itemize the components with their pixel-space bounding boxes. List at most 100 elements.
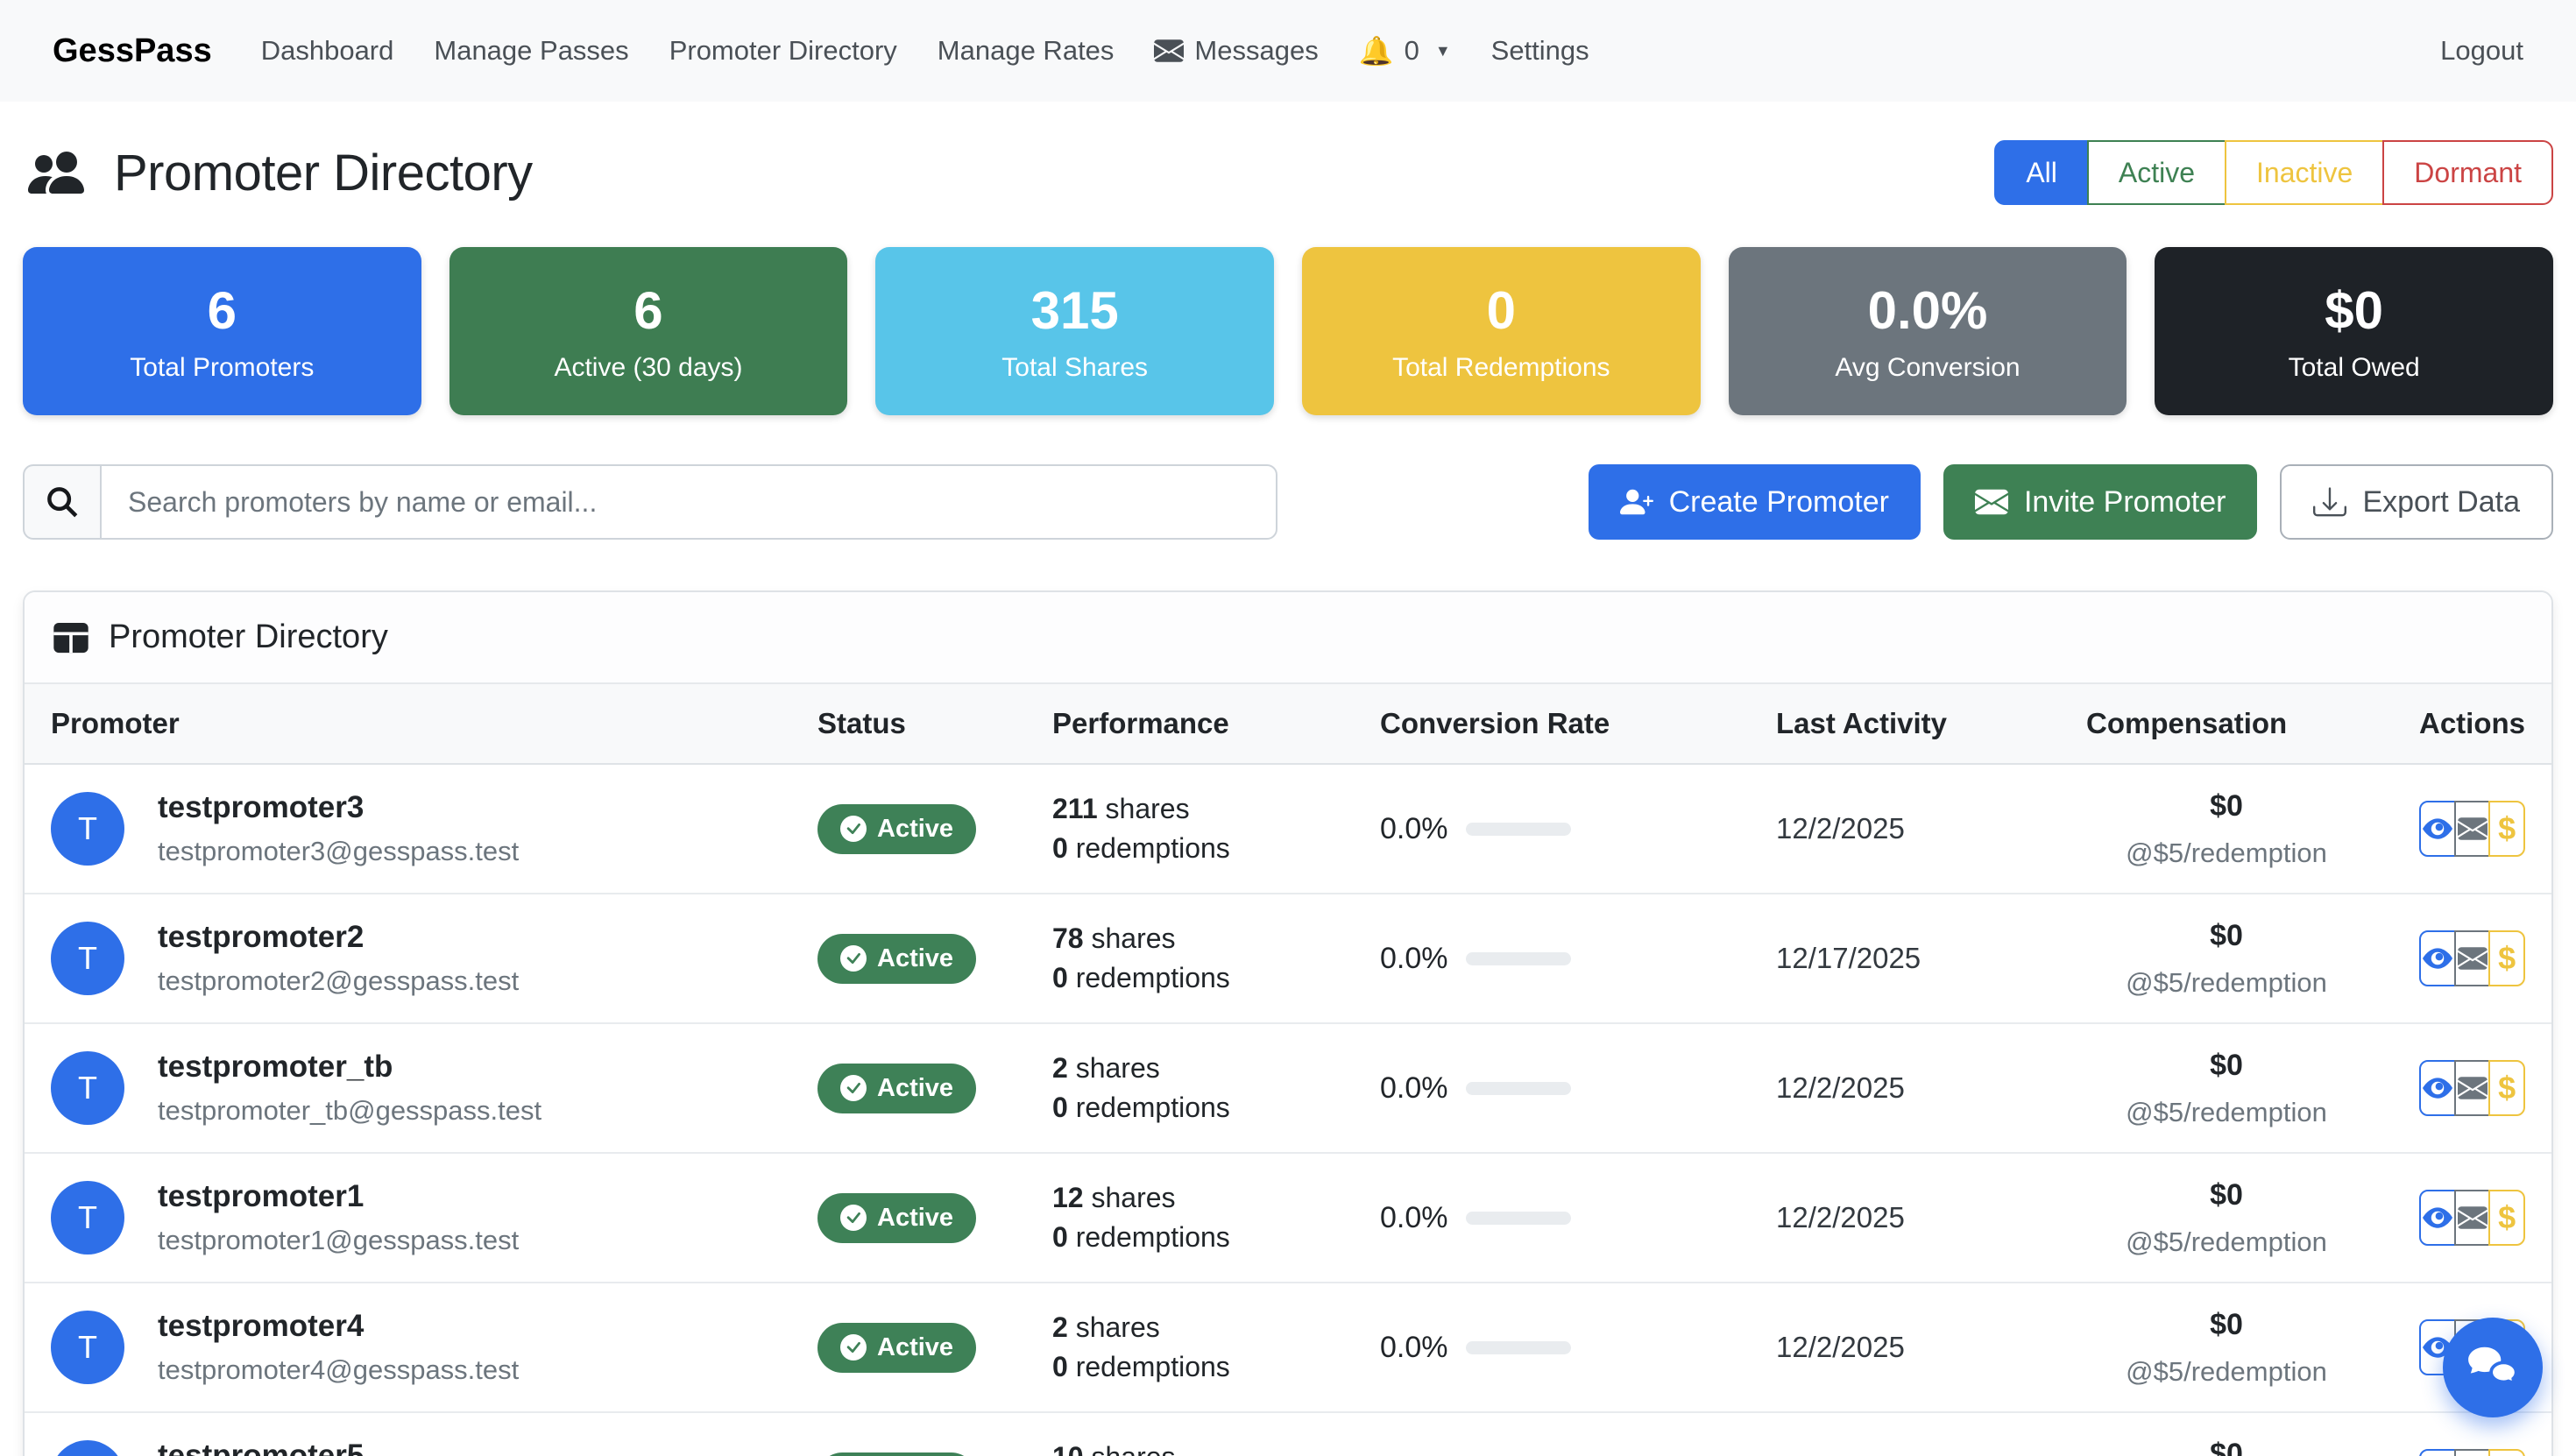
eye-icon	[2423, 1073, 2452, 1103]
filter-all-button[interactable]: All	[1994, 140, 2089, 205]
column-header-last-activity: Last Activity	[1750, 684, 2060, 764]
stat-card-active-30-days: 6 Active (30 days)	[449, 247, 848, 415]
column-header-conversion-rate: Conversion Rate	[1354, 684, 1750, 764]
promoter-name: testpromoter1	[158, 1179, 519, 1214]
download-icon	[2313, 485, 2346, 519]
check-circle-icon	[840, 945, 867, 972]
avatar: T	[51, 792, 124, 866]
check-circle-icon	[840, 816, 867, 842]
logout-link[interactable]: Logout	[2440, 35, 2523, 67]
conversion-rate: 0.0%	[1380, 1331, 1723, 1365]
pay-promoter-button[interactable]: $	[2488, 930, 2525, 986]
view-promoter-button[interactable]	[2419, 1060, 2456, 1116]
invite-promoter-button[interactable]: Invite Promoter	[1943, 464, 2258, 540]
compensation-rate: @$5/redemption	[2086, 1226, 2367, 1258]
table-row: T testpromoter1 testpromoter1@gesspass.t…	[25, 1153, 2551, 1283]
amount-owed: $0	[2086, 1308, 2367, 1342]
message-promoter-button[interactable]	[2454, 1190, 2491, 1246]
table-icon	[53, 619, 89, 656]
pay-promoter-button[interactable]: $	[2488, 1190, 2525, 1246]
nav-item-manage-rates[interactable]: Manage Rates	[938, 35, 1115, 67]
status-badge: Active	[817, 1323, 976, 1373]
shares-count: 12 shares	[1052, 1182, 1327, 1214]
filter-dormant-button[interactable]: Dormant	[2382, 140, 2553, 205]
notification-count: 0	[1405, 35, 1419, 67]
dollar-icon: $	[2498, 1199, 2516, 1236]
chat-bubbles-icon	[2466, 1344, 2520, 1391]
message-promoter-button[interactable]	[2454, 1060, 2491, 1116]
message-promoter-button[interactable]	[2454, 801, 2491, 857]
bell-icon: 🔔	[1359, 34, 1394, 67]
pay-promoter-button[interactable]: $	[2488, 1449, 2525, 1456]
conversion-progress-bar	[1466, 1341, 1571, 1354]
envelope-icon	[2458, 814, 2488, 844]
conversion-rate: 0.0%	[1380, 812, 1723, 846]
message-promoter-button[interactable]	[2454, 1449, 2491, 1456]
amount-owed: $0	[2086, 1178, 2367, 1212]
promoter-name: testpromoter3	[158, 790, 519, 825]
message-promoter-button[interactable]	[2454, 930, 2491, 986]
toolbar: Create Promoter Invite Promoter Export D…	[23, 464, 2553, 540]
avatar: T	[51, 1311, 124, 1384]
avatar: T	[51, 1051, 124, 1125]
conversion-progress-bar	[1466, 952, 1571, 965]
dollar-icon: $	[2498, 810, 2516, 847]
notifications-dropdown[interactable]: 🔔 0 ▼	[1359, 34, 1451, 67]
stat-card-total-shares: 315 Total Shares	[875, 247, 1274, 415]
nav-item-dashboard[interactable]: Dashboard	[261, 35, 394, 67]
view-promoter-button[interactable]	[2419, 801, 2456, 857]
status-badge: Active	[817, 804, 976, 854]
envelope-icon	[2458, 944, 2488, 973]
nav-item-settings[interactable]: Settings	[1491, 35, 1589, 67]
last-activity-date: 12/17/2025	[1776, 942, 1921, 974]
create-promoter-button[interactable]: Create Promoter	[1589, 464, 1921, 540]
pay-promoter-button[interactable]: $	[2488, 801, 2525, 857]
person-plus-icon	[1620, 485, 1653, 519]
nav-item-promoter-directory[interactable]: Promoter Directory	[669, 35, 897, 67]
check-circle-icon	[840, 1334, 867, 1361]
promoter-name: testpromoter_tb	[158, 1050, 541, 1085]
check-circle-icon	[840, 1205, 867, 1231]
view-promoter-button[interactable]	[2419, 930, 2456, 986]
view-promoter-button[interactable]	[2419, 1449, 2456, 1456]
redemptions-count: 0 redemptions	[1052, 1221, 1327, 1254]
nav-item-messages[interactable]: Messages	[1154, 35, 1318, 67]
column-header-compensation: Compensation	[2060, 684, 2393, 764]
view-promoter-button[interactable]	[2419, 1190, 2456, 1246]
table-row: T testpromoter3 testpromoter3@gesspass.t…	[25, 764, 2551, 894]
promoter-name: testpromoter4	[158, 1309, 519, 1344]
stat-card-total-redemptions: 0 Total Redemptions	[1302, 247, 1701, 415]
conversion-rate: 0.0%	[1380, 1201, 1723, 1235]
brand-logo[interactable]: GessPass	[53, 32, 212, 70]
table-row: T testpromoter_tb testpromoter_tb@gesspa…	[25, 1023, 2551, 1153]
conversion-rate: 0.0%	[1380, 942, 1723, 976]
promoter-email: testpromoter4@gesspass.test	[158, 1354, 519, 1386]
table-row: T testpromoter5 testpromoter5@gesspass.t…	[25, 1412, 2551, 1456]
filter-active-button[interactable]: Active	[2087, 140, 2226, 205]
shares-count: 10 shares	[1052, 1441, 1327, 1456]
column-header-promoter: Promoter	[25, 684, 791, 764]
status-badge: Active	[817, 1193, 976, 1243]
avatar: T	[51, 922, 124, 995]
compensation-rate: @$5/redemption	[2086, 1097, 2367, 1128]
amount-owed: $0	[2086, 919, 2367, 953]
compensation-rate: @$5/redemption	[2086, 1356, 2367, 1388]
filter-inactive-button[interactable]: Inactive	[2225, 140, 2384, 205]
export-data-button[interactable]: Export Data	[2280, 464, 2553, 540]
pay-promoter-button[interactable]: $	[2488, 1060, 2525, 1116]
envelope-icon	[1975, 485, 2008, 519]
nav-item-manage-passes[interactable]: Manage Passes	[434, 35, 628, 67]
last-activity-date: 12/2/2025	[1776, 1331, 1905, 1363]
column-header-status: Status	[791, 684, 1026, 764]
row-actions: $	[2419, 1190, 2525, 1246]
redemptions-count: 0 redemptions	[1052, 832, 1327, 865]
table-header-row: Promoter Status Performance Conversion R…	[25, 684, 2551, 764]
promoter-email: testpromoter2@gesspass.test	[158, 965, 519, 997]
conversion-progress-bar	[1466, 1082, 1571, 1095]
compensation-rate: @$5/redemption	[2086, 967, 2367, 999]
stat-card-total-owed: $0 Total Owed	[2155, 247, 2553, 415]
chat-widget-button[interactable]	[2443, 1318, 2543, 1417]
stat-card-avg-conversion: 0.0% Avg Conversion	[1729, 247, 2127, 415]
amount-owed: $0	[2086, 789, 2367, 823]
search-input[interactable]	[100, 464, 1277, 540]
